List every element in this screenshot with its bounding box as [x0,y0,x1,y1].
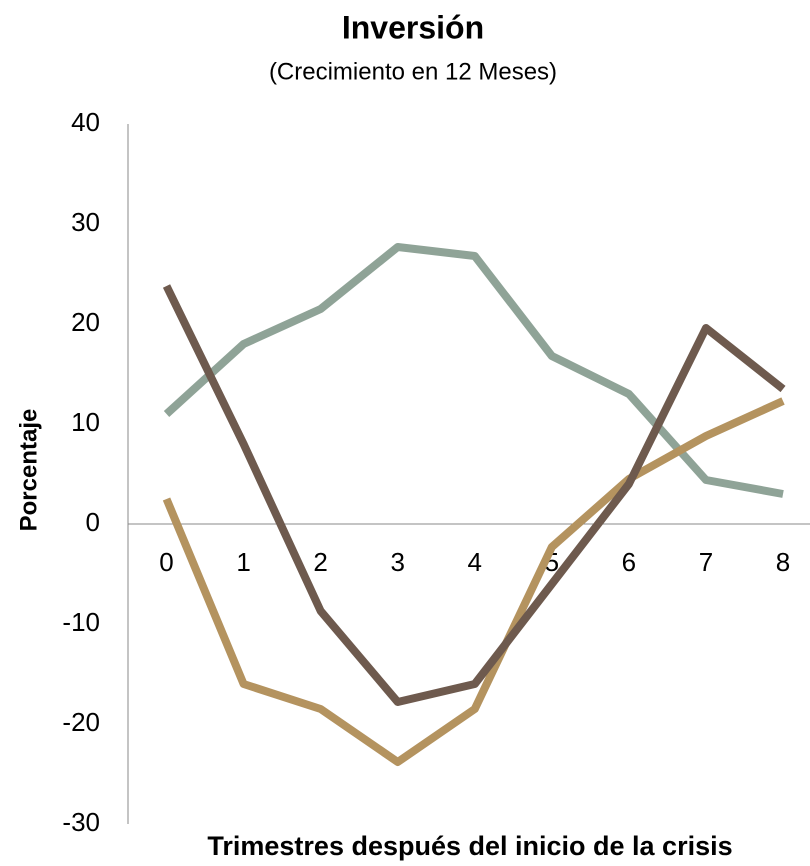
y-tick-label: 10 [71,407,100,437]
x-tick-label: 4 [468,547,482,577]
x-tick-label: 8 [776,547,790,577]
y-tick-label: 0 [86,507,100,537]
y-tick-label: 30 [71,207,100,237]
x-tick-label: 3 [390,547,404,577]
x-tick-label: 0 [159,547,173,577]
y-tick-label: -20 [62,707,100,737]
x-tick-label: 6 [622,547,636,577]
x-tick-label: 1 [236,547,250,577]
x-axis-label: Trimestres después del inicio de la cris… [207,831,732,861]
series-line [163,243,784,498]
y-tick-label: -10 [62,607,100,637]
x-tick-label: 2 [313,547,327,577]
series-line [162,397,785,766]
chart-title: Inversión [342,9,484,45]
y-tick-label: 40 [71,107,100,137]
y-tick-label: -30 [62,807,100,837]
y-axis-label: Porcentaje [15,409,42,532]
y-tick-label: 20 [71,307,100,337]
chart-subtitle: (Crecimiento en 12 Meses) [269,58,557,85]
x-tick-label: 7 [699,547,713,577]
series-line [162,284,786,706]
